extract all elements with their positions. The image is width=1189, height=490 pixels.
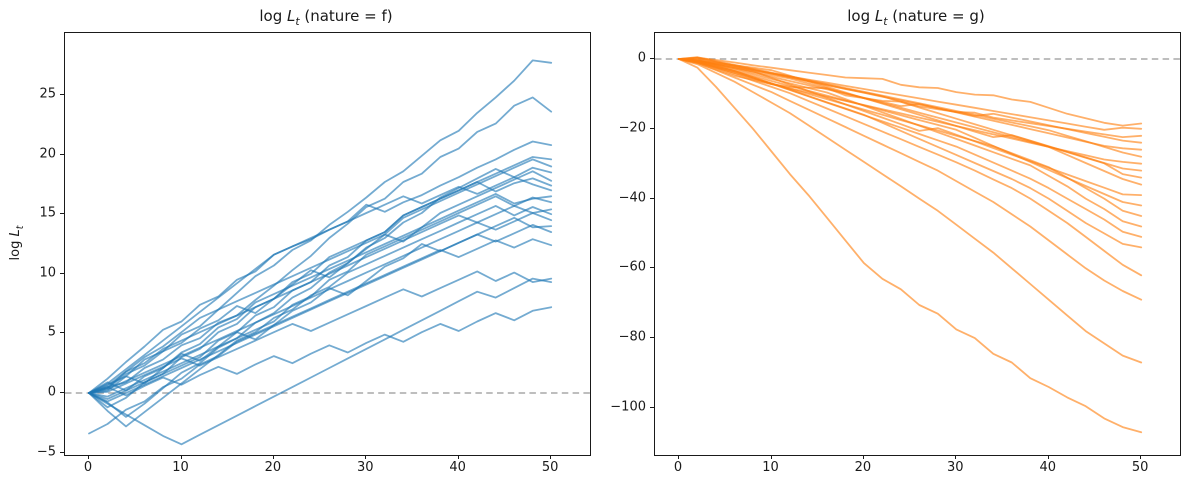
x-tick-label: 30 [357, 460, 374, 475]
y-tick-mark [650, 197, 654, 199]
series-line [88, 158, 553, 394]
y-tick-mark [60, 451, 64, 453]
series-line [678, 58, 1143, 277]
x-tick-label: 50 [1131, 460, 1149, 475]
y-tick-mark [60, 94, 64, 95]
y-tick-label: −100 [610, 399, 646, 415]
x-tick-label: 20 [854, 460, 872, 475]
series-line [88, 170, 553, 394]
y-tick-label: 0 [47, 384, 56, 400]
title-subscript: t [295, 15, 300, 28]
x-tick-mark [272, 455, 274, 459]
y-tick-mark [60, 272, 64, 274]
series-line [678, 56, 1143, 127]
y-tick-label: −80 [618, 329, 646, 345]
x-tick-label: 0 [673, 460, 683, 475]
ylabel-prefix: log [8, 236, 24, 261]
x-tick-label: 40 [449, 460, 466, 475]
y-tick-label: 20 [39, 146, 56, 162]
title-symbol: L [874, 7, 884, 25]
axes-box-nature-g [654, 32, 1181, 456]
x-tick-mark [955, 455, 957, 459]
y-tick-label: −5 [36, 444, 56, 460]
x-tick-label: 0 [83, 460, 93, 475]
x-tick-mark [457, 455, 459, 459]
series-line [88, 306, 553, 397]
x-tick-label: 20 [264, 460, 282, 475]
x-tick-mark [1047, 455, 1049, 459]
series-line [88, 59, 553, 394]
ylabel-symbol: L [8, 229, 24, 237]
title-prefix: log [259, 7, 288, 25]
series-line [88, 223, 553, 403]
x-tick-mark [1140, 455, 1142, 459]
y-tick-label: 5 [47, 324, 56, 340]
series-line [88, 212, 553, 394]
y-tick-label: −40 [618, 190, 646, 206]
x-tick-mark [550, 455, 552, 459]
x-tick-label: 40 [1039, 460, 1057, 475]
x-tick-mark [180, 455, 182, 459]
series-line [88, 195, 553, 398]
y-tick-label: −60 [618, 259, 646, 275]
y-tick-mark [650, 267, 654, 269]
series-line [88, 204, 553, 428]
title-prefix: log [847, 7, 875, 25]
y-tick-label: 0 [637, 50, 646, 66]
series-line [678, 58, 1143, 364]
x-tick-mark [88, 455, 89, 459]
x-tick-mark [365, 455, 367, 459]
series-line [678, 58, 1143, 301]
series-line [88, 238, 553, 435]
title-suffix: (nature = g) [887, 7, 985, 25]
series-line [678, 56, 1143, 179]
series-line [678, 58, 1143, 197]
y-tick-mark [650, 127, 654, 129]
y-tick-mark [60, 392, 64, 393]
x-tick-label: 10 [762, 460, 779, 475]
y-tick-mark [650, 406, 654, 408]
series-line [88, 277, 553, 446]
title-subscript: t [883, 15, 888, 28]
axes-box-nature-f [64, 32, 591, 456]
panel-g-title: log Lt (nature = g) [847, 7, 985, 28]
y-tick-label: 15 [39, 205, 56, 221]
y-tick-label: 25 [39, 86, 56, 102]
x-tick-mark [862, 455, 864, 459]
series-line [88, 270, 553, 394]
series-line [88, 204, 553, 394]
x-tick-label: 10 [172, 460, 189, 475]
series-line [678, 58, 1143, 249]
x-tick-mark [678, 455, 679, 459]
y-tick-label: 10 [39, 265, 56, 281]
ylabel-subscript: t [14, 225, 26, 230]
x-tick-label: 50 [541, 460, 559, 475]
series-line [88, 176, 553, 394]
y-tick-mark [60, 153, 64, 155]
x-tick-mark [770, 455, 772, 459]
title-symbol: L [287, 7, 296, 25]
panel-f-ylabel: log Lt [8, 226, 26, 261]
y-tick-mark [60, 332, 64, 334]
plot-area-nature-g [655, 56, 1180, 434]
title-suffix: (nature = f) [299, 7, 393, 25]
series-line [678, 58, 1143, 434]
x-tick-label: 30 [947, 460, 964, 475]
y-tick-mark [60, 213, 64, 215]
plot-area-nature-f [65, 59, 590, 446]
series-line [88, 96, 553, 394]
series-line [678, 58, 1143, 207]
series-line [678, 58, 1143, 228]
y-tick-mark [650, 58, 654, 59]
y-tick-mark [650, 337, 654, 339]
y-tick-label: −20 [618, 120, 646, 136]
panel-f-title: log Lt (nature = f) [259, 7, 392, 28]
